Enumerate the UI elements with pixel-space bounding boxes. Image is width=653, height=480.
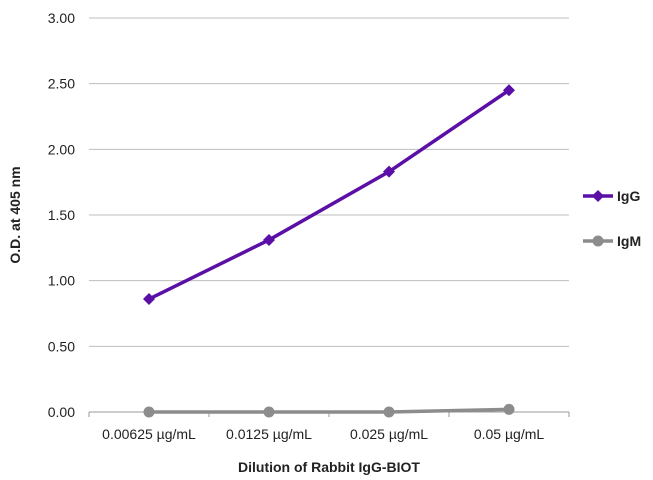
data-point-igg — [263, 233, 275, 246]
legend-label-igg: IgG — [617, 188, 640, 204]
x-tick-labels: 0.00625 µg/mL 0.0125 µg/mL 0.025 µg/mL 0.05… — [88, 412, 570, 442]
data-point-igm — [263, 406, 275, 418]
data-point-igm — [383, 406, 395, 418]
y-axis-title: O.D. at 405 nm — [7, 166, 23, 263]
x-tick-label: 0.025 µg/mL — [350, 426, 428, 442]
series-line-igm — [149, 407, 510, 414]
series-group — [143, 84, 515, 418]
y-tick-label: 2.50 — [48, 76, 75, 92]
data-point-igg — [383, 165, 395, 178]
y-tick-label: 3.00 — [48, 10, 75, 26]
x-tick-label: 0.00625 µg/mL — [102, 426, 196, 442]
legend-marker-igm — [592, 235, 604, 247]
data-point-igg — [503, 84, 515, 97]
data-point-igm — [143, 406, 155, 418]
legend-marker-igg — [592, 190, 604, 202]
legend-label-igm: IgM — [617, 233, 641, 249]
y-tick-labels: 0.00 0.50 1.00 1.50 2.00 2.50 3.00 — [48, 10, 75, 420]
gridlines — [89, 17, 569, 347]
series-line-igg — [148, 88, 510, 301]
y-tick-label: 0.50 — [48, 338, 75, 354]
y-tick-label: 1.00 — [48, 273, 75, 289]
y-tick-label: 0.00 — [48, 404, 75, 420]
data-point-igm — [503, 403, 515, 415]
y-tick-label: 2.00 — [48, 141, 75, 157]
x-tick-label: 0.05 µg/mL — [474, 426, 545, 442]
legend: IgG IgM — [583, 188, 641, 249]
x-axis-title: Dilution of Rabbit IgG-BIOT — [238, 459, 420, 475]
data-point-igg — [143, 293, 155, 306]
x-tick-label: 0.0125 µg/mL — [226, 426, 312, 442]
y-tick-label: 1.50 — [48, 207, 75, 223]
